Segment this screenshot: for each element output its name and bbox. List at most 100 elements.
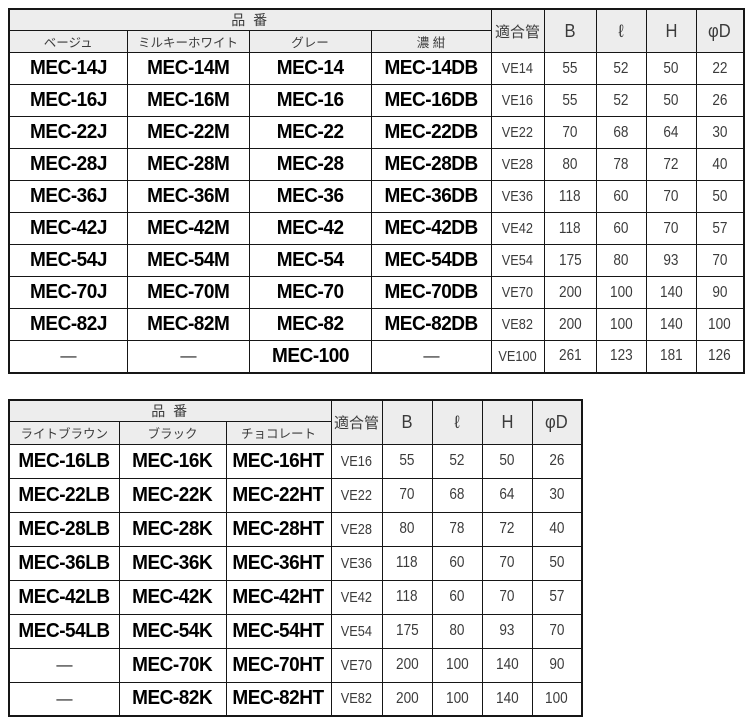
part-number-cell: MEC-22LB bbox=[8, 477, 120, 513]
cell-text: 57 bbox=[712, 219, 728, 237]
part-number-cell: MEC-82HT bbox=[225, 681, 332, 717]
part-number-cell: MEC-42DB bbox=[370, 212, 492, 245]
pipe-size-cell: VE42 bbox=[490, 212, 545, 245]
cell-text: 100 bbox=[609, 315, 633, 333]
dimension-cell: 70 bbox=[531, 613, 583, 649]
cell-text: MEC-14J bbox=[29, 57, 107, 79]
cell-text: MEC-16HT bbox=[232, 449, 325, 472]
dimension-cell: 126 bbox=[695, 340, 745, 373]
cell-text: 26 bbox=[712, 91, 728, 109]
dimension-cell: 72 bbox=[645, 148, 697, 181]
cell-text: 52 bbox=[613, 91, 629, 109]
part-number-cell: — bbox=[8, 681, 120, 717]
cell-text: MEC-28DB bbox=[384, 153, 478, 175]
cell-text: 140 bbox=[659, 283, 683, 301]
part-number-cell: MEC-36HT bbox=[225, 545, 332, 581]
part-number-cell: MEC-36 bbox=[248, 180, 372, 213]
cell-text: MEC-82HT bbox=[232, 687, 325, 710]
pipe-size-cell: VE14 bbox=[490, 52, 545, 85]
part-number-cell: — bbox=[8, 340, 128, 373]
cell-text: 200 bbox=[395, 689, 419, 707]
pipe-size-cell: VE28 bbox=[330, 511, 383, 547]
cell-text: 90 bbox=[712, 283, 728, 301]
dimension-cell: 68 bbox=[431, 477, 483, 513]
dimension-cell: 140 bbox=[645, 308, 697, 341]
column-header-l-text: ℓ bbox=[454, 411, 460, 432]
dimension-cell: 40 bbox=[695, 148, 745, 181]
cell-text: 90 bbox=[549, 656, 565, 673]
cell-text: MEC-36 bbox=[276, 185, 344, 207]
dimension-cell: 93 bbox=[481, 613, 533, 649]
column-header-d: φD bbox=[695, 8, 745, 53]
cell-text: 55 bbox=[399, 452, 415, 469]
cell-text: MEC-22DB bbox=[384, 121, 478, 143]
dimension-cell: 60 bbox=[431, 579, 483, 615]
cell-text: 70 bbox=[562, 123, 578, 141]
dimension-cell: 80 bbox=[381, 511, 433, 547]
part-number-cell: MEC-70 bbox=[248, 276, 372, 309]
cell-text: MEC-28J bbox=[29, 153, 107, 175]
cell-text: MEC-14M bbox=[146, 57, 230, 79]
cell-text: MEC-22M bbox=[146, 121, 230, 143]
column-header-l: ℓ bbox=[431, 399, 483, 445]
part-number-cell: MEC-22J bbox=[8, 116, 128, 149]
cell-text: VE82 bbox=[501, 316, 534, 333]
color-header-milky-white: ミルキーホワイト bbox=[126, 30, 250, 53]
cell-text: MEC-100 bbox=[271, 344, 349, 367]
dimension-cell: 70 bbox=[645, 212, 697, 245]
dimension-cell: 118 bbox=[543, 212, 597, 245]
cell-text: VE36 bbox=[501, 188, 534, 205]
dimension-cell: 118 bbox=[543, 180, 597, 213]
dimension-cell: 30 bbox=[695, 116, 745, 149]
part-number-cell: MEC-42M bbox=[126, 212, 250, 245]
part-number-cell: MEC-36K bbox=[118, 545, 227, 581]
part-number-cell: MEC-28K bbox=[118, 511, 227, 547]
dimension-cell: 50 bbox=[481, 443, 533, 479]
dimension-cell: 70 bbox=[381, 477, 433, 513]
cell-text: MEC-36M bbox=[146, 185, 230, 207]
dimension-cell: 60 bbox=[431, 545, 483, 581]
cell-text: 64 bbox=[499, 486, 515, 503]
part-number-group-header: 品 番 bbox=[8, 399, 332, 422]
cell-text: 261 bbox=[558, 347, 582, 365]
part-number-cell: MEC-54LB bbox=[8, 613, 120, 649]
cell-text: VE16 bbox=[340, 452, 373, 470]
dimension-cell: 100 bbox=[431, 647, 483, 683]
part-number-cell: MEC-36DB bbox=[370, 180, 492, 213]
pipe-size-cell: VE16 bbox=[490, 84, 545, 117]
cell-text: 64 bbox=[663, 123, 679, 141]
dimension-cell: 60 bbox=[595, 180, 647, 213]
cell-text: 26 bbox=[549, 452, 565, 469]
cell-text: 60 bbox=[613, 219, 629, 237]
table-row: MEC-16LB MEC-16K MEC-16HT VE16 55 52 50 26 bbox=[8, 443, 583, 479]
part-number-cell: MEC-54J bbox=[8, 244, 128, 277]
cell-text: MEC-54LB bbox=[18, 619, 111, 642]
cell-text: MEC-82J bbox=[29, 313, 107, 335]
spec-table-three-color: 品 番 適合管 B ℓ H φD ライトブラウン ブラック チョコレート MEC… bbox=[8, 398, 583, 717]
cell-text: VE42 bbox=[340, 588, 373, 606]
cell-text: MEC-70 bbox=[276, 281, 344, 303]
cell-text: 40 bbox=[549, 520, 565, 537]
table-row: MEC-16J MEC-16M MEC-16 MEC-16DB VE16 55 52 50 26 bbox=[8, 84, 745, 117]
dimension-cell: 70 bbox=[645, 180, 697, 213]
pipe-size-cell: VE36 bbox=[330, 545, 383, 581]
cell-text: 100 bbox=[445, 689, 469, 707]
cell-text: MEC-16M bbox=[146, 89, 230, 111]
column-header-h: H bbox=[481, 399, 533, 445]
cell-text: MEC-22K bbox=[132, 483, 213, 506]
cell-text: 80 bbox=[562, 155, 578, 173]
cell-text: 93 bbox=[663, 251, 679, 269]
cell-text: MEC-54M bbox=[146, 249, 230, 271]
dimension-cell: 200 bbox=[543, 308, 597, 341]
part-number-cell: MEC-100 bbox=[248, 340, 372, 373]
part-number-cell: MEC-16J bbox=[8, 84, 128, 117]
part-number-cell: MEC-54DB bbox=[370, 244, 492, 277]
column-header-b-text: B bbox=[401, 411, 413, 432]
dimension-cell: 80 bbox=[431, 613, 483, 649]
pipe-size-cell: VE70 bbox=[490, 276, 545, 309]
table-row: — MEC-82K MEC-82HT VE82 200 100 140 100 bbox=[8, 681, 583, 717]
dimension-cell: 200 bbox=[381, 647, 433, 683]
table-row: MEC-70J MEC-70M MEC-70 MEC-70DB VE70 200 100 14… bbox=[8, 276, 745, 309]
part-number-cell: MEC-70J bbox=[8, 276, 128, 309]
cell-text: 50 bbox=[499, 452, 515, 469]
